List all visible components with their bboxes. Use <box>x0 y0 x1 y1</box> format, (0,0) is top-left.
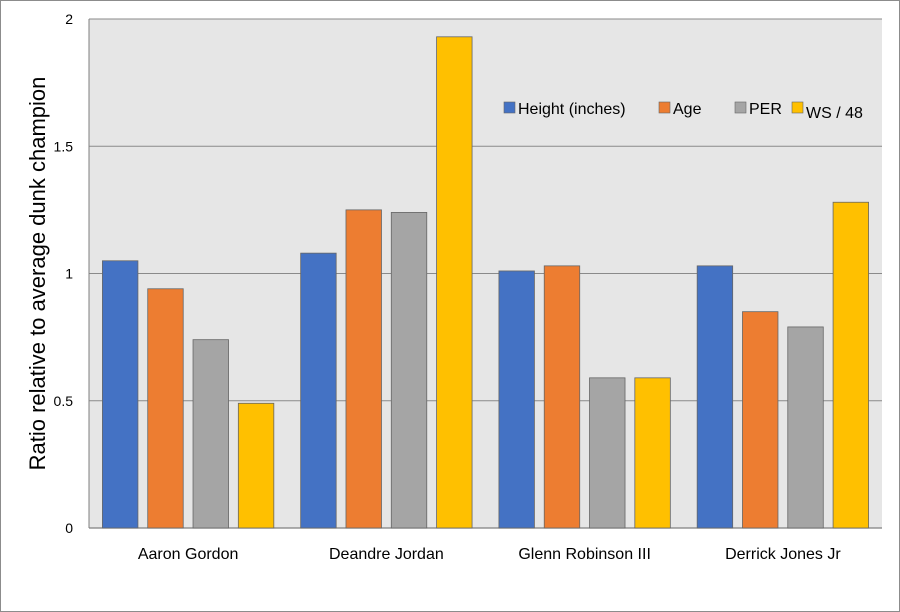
x-category-label: Aaron Gordon <box>138 546 239 563</box>
x-category-labels: Aaron Gordon Deandre Jordan Glenn Robinson… <box>138 546 841 563</box>
legend-label-2: PER <box>749 101 782 118</box>
bar-age-1 <box>345 209 382 529</box>
bar-height-inches-3 <box>696 265 734 529</box>
bar-ws-48-0 <box>237 402 275 529</box>
legend-swatch-2 <box>734 101 747 114</box>
bar-age-2 <box>543 265 581 529</box>
bar-age-0 <box>147 288 184 529</box>
bar-per-2 <box>589 377 626 529</box>
legend-label-1: Age <box>673 101 702 118</box>
y-tick-labels: 0 0.5 1 1.5 2 <box>54 11 74 536</box>
y-tick-label: 0 <box>65 520 73 536</box>
bar-per-1 <box>390 212 428 529</box>
bar-height-inches-2 <box>498 270 535 529</box>
legend-swatch-0 <box>503 101 516 114</box>
y-tick-label: 1.5 <box>54 138 74 154</box>
x-category-label: Derrick Jones Jr <box>725 546 841 563</box>
bar-ws-48-1 <box>436 36 473 529</box>
y-tick-label: 2 <box>65 11 73 27</box>
y-tick-label: 1 <box>65 266 73 282</box>
legend: Height (inches) Age PER WS / 48 <box>503 101 863 122</box>
bar-ws-48-3 <box>832 201 869 529</box>
bar-ws-48-2 <box>634 377 671 529</box>
legend-swatch-1 <box>658 101 671 114</box>
legend-label-3: WS / 48 <box>806 105 863 122</box>
bar-height-inches-0 <box>102 260 139 529</box>
x-category-label: Glenn Robinson III <box>518 546 651 563</box>
bars <box>102 36 869 529</box>
y-tick-label: 0.5 <box>54 393 74 409</box>
bar-height-inches-1 <box>300 252 337 529</box>
legend-swatch-3 <box>791 101 804 114</box>
bar-age-3 <box>742 311 779 529</box>
y-axis-title: Ratio relative to average dunk champion <box>25 77 50 471</box>
bar-per-0 <box>192 339 229 529</box>
legend-label-0: Height (inches) <box>518 101 626 118</box>
x-category-label: Deandre Jordan <box>329 546 444 563</box>
bar-per-3 <box>787 326 824 529</box>
